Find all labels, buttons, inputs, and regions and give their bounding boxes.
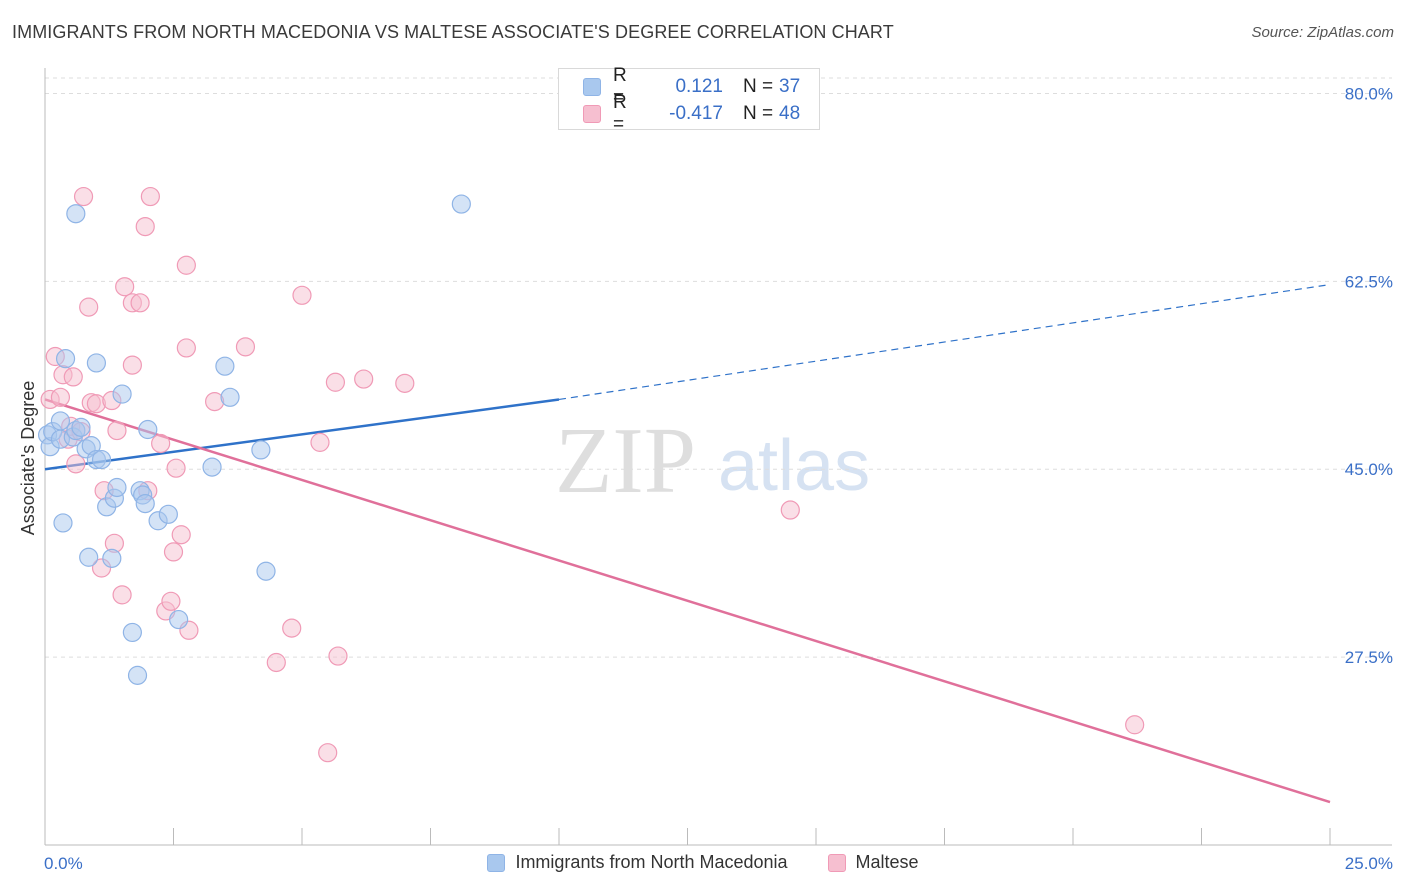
point-north-macedonia (220, 387, 240, 407)
stats-r-value: -0.417 (669, 103, 723, 124)
tick-labels: 27.5% 45.0% 62.5% 80.0% 0.0% 25.0% (44, 84, 1393, 873)
legend-item-north-macedonia[interactable]: Immigrants from North Macedonia (487, 852, 788, 873)
point-north-macedonia (71, 417, 91, 437)
x-tick-label: 0.0% (44, 854, 83, 873)
point-maltese (310, 432, 330, 452)
stats-swatch-blue (583, 78, 601, 96)
point-north-macedonia (169, 609, 189, 630)
point-maltese (354, 369, 374, 389)
stats-r-value: 0.121 (675, 76, 723, 97)
point-maltese (163, 542, 184, 562)
x-tick-label: 25.0% (1345, 854, 1393, 873)
y-tick-label: 62.5% (1345, 272, 1393, 291)
point-north-macedonia (112, 384, 132, 404)
point-maltese (161, 591, 181, 611)
gridlines (45, 77, 1392, 658)
point-maltese (176, 255, 196, 275)
point-maltese (395, 373, 415, 393)
stats-box: R = 0.121 N = 37 R = -0.417 N = 48 (558, 65, 820, 135)
point-north-macedonia (55, 349, 76, 369)
watermark: ZIP atlas (555, 409, 870, 513)
point-north-macedonia (102, 548, 122, 568)
axes (44, 68, 1392, 846)
point-maltese (318, 743, 338, 763)
trend-line-maltese (44, 398, 1331, 804)
point-north-macedonia (251, 440, 271, 460)
point-north-macedonia (256, 561, 276, 581)
point-maltese (66, 454, 86, 474)
y-tick-label: 80.0% (1345, 84, 1393, 103)
stats-n-value: 48 (779, 103, 801, 124)
point-maltese (140, 186, 160, 207)
point-north-macedonia (86, 353, 107, 373)
point-maltese (63, 367, 83, 387)
point-maltese (50, 387, 71, 407)
point-north-macedonia (66, 204, 86, 224)
point-maltese (325, 372, 346, 392)
legend-label: Maltese (855, 852, 919, 872)
stats-swatch-pink (583, 105, 601, 123)
point-maltese (266, 652, 286, 673)
stats-n-label: N = (743, 76, 774, 97)
watermark-zip: ZIP (555, 409, 696, 513)
point-maltese (292, 285, 312, 305)
point-north-macedonia (79, 547, 99, 567)
point-north-macedonia (158, 504, 178, 524)
point-maltese (73, 186, 94, 207)
point-maltese (122, 355, 142, 375)
point-maltese (166, 458, 186, 478)
trend-line-north-macedonia (44, 398, 560, 471)
stats-row-blue: R = 0.121 N = 37 (559, 65, 819, 108)
point-maltese (151, 433, 171, 454)
point-north-macedonia (50, 411, 71, 431)
point-maltese (112, 585, 132, 605)
stats-n-value: 37 (779, 76, 801, 97)
y-tick-label: 27.5% (1345, 648, 1393, 667)
point-maltese (176, 338, 196, 358)
point-maltese (130, 293, 150, 313)
point-maltese (328, 646, 348, 666)
stats-r-label: R = (613, 92, 627, 135)
watermark-atlas: atlas (718, 426, 870, 506)
point-north-macedonia (122, 622, 142, 643)
legend: Immigrants from North Macedonia Maltese (0, 852, 1406, 873)
legend-swatch-pink (827, 853, 846, 872)
point-north-macedonia (202, 457, 222, 477)
point-maltese (79, 297, 99, 317)
point-north-macedonia (138, 419, 158, 440)
point-maltese (235, 337, 256, 357)
point-maltese (780, 500, 800, 520)
legend-label: Immigrants from North Macedonia (515, 852, 788, 872)
data-points (37, 186, 1145, 763)
chart-title: IMMIGRANTS FROM NORTH MACEDONIA VS MALTE… (12, 22, 894, 42)
point-maltese (171, 525, 191, 545)
trend-line-north-macedonia-extension (558, 283, 1331, 401)
y-tick-label: 45.0% (1345, 460, 1393, 479)
chart-source: Source: ZipAtlas.com (1251, 24, 1394, 41)
point-maltese (135, 217, 155, 237)
y-axis-label: Associate's Degree (18, 381, 38, 536)
point-maltese (86, 394, 107, 414)
point-maltese (115, 277, 135, 297)
point-north-macedonia (215, 356, 235, 376)
point-north-macedonia (107, 477, 127, 498)
point-north-macedonia (53, 513, 73, 533)
point-north-macedonia (127, 665, 148, 685)
stats-n-label: N = (743, 103, 774, 124)
point-north-macedonia (135, 493, 155, 514)
point-maltese (1125, 715, 1145, 735)
point-north-macedonia (451, 194, 471, 214)
point-maltese (282, 618, 302, 638)
point-maltese (107, 420, 127, 441)
stats-r-label: R = (613, 65, 627, 108)
legend-item-maltese[interactable]: Maltese (827, 852, 919, 873)
point-north-macedonia (91, 449, 112, 470)
trend-lines (44, 283, 1331, 804)
stats-row-pink: R = -0.417 N = 48 (559, 92, 819, 135)
legend-swatch-blue (487, 853, 506, 872)
